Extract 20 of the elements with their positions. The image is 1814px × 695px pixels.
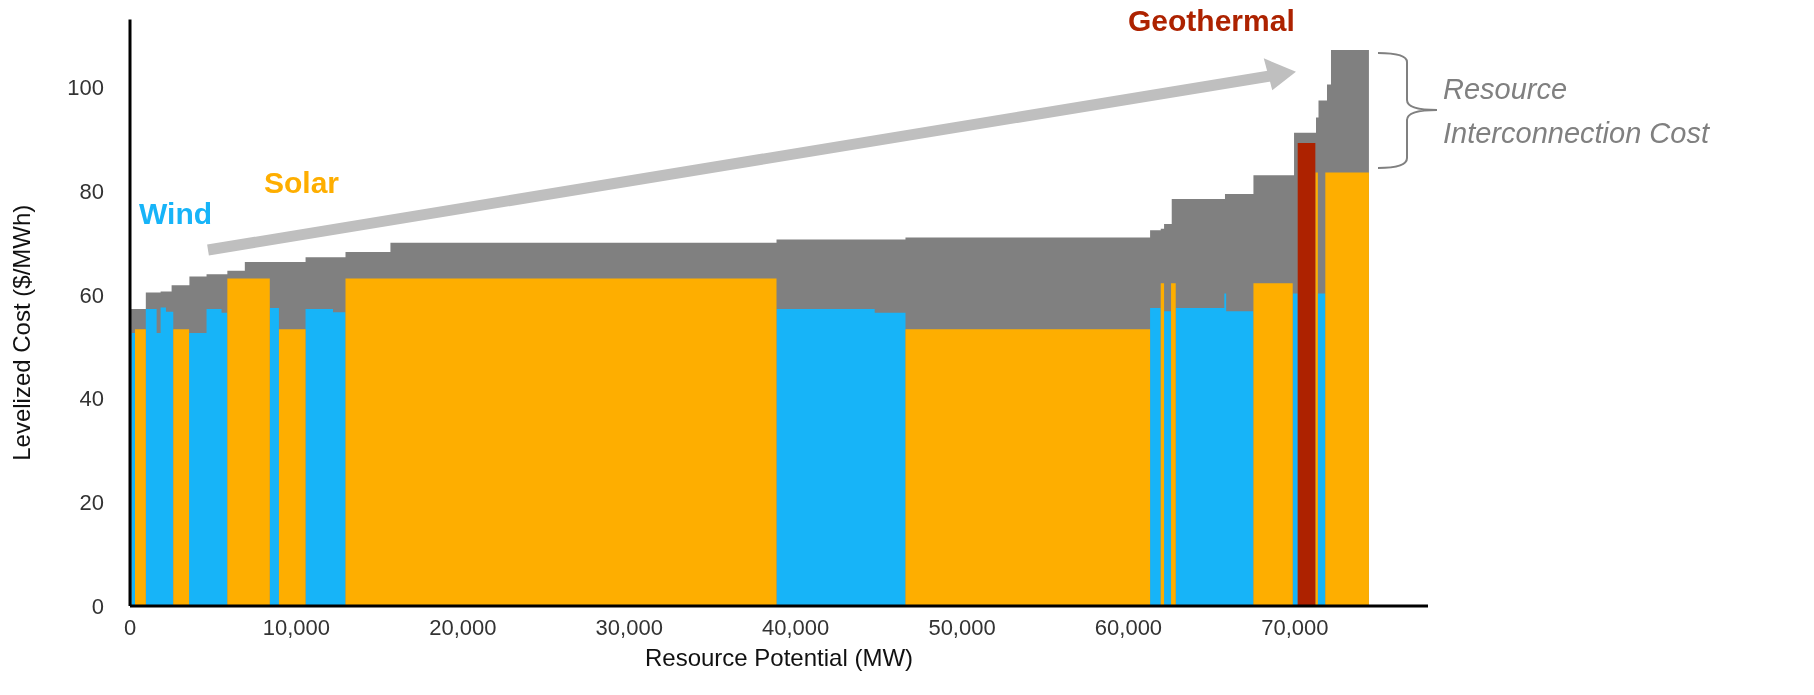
- x-tick-label: 40,000: [761, 615, 830, 640]
- x-tick-label: 30,000: [595, 615, 663, 640]
- x-tick-label: 20,000: [429, 615, 497, 640]
- y-tick-label: 0: [91, 594, 104, 619]
- x-axis-title: Resource Potential (MW): [644, 644, 914, 671]
- text: Geothermal: [1128, 4, 1295, 37]
- x-tick-label: 50,000: [928, 615, 996, 640]
- x-tick-label: 0: [123, 615, 137, 640]
- x-tick-label: 70,000: [1261, 615, 1329, 640]
- y-tick-label: 80: [79, 178, 104, 204]
- y-axis-title: Levelized Cost ($/MWh): [8, 204, 35, 461]
- text: Resource Interconnection Cost: [1443, 73, 1711, 149]
- y-tick-label: 100: [67, 74, 104, 100]
- x-tick-label: 60,000: [1094, 615, 1163, 640]
- y-tick-label: 20: [79, 490, 104, 516]
- y-tick-label: 60: [79, 282, 104, 308]
- x-tick-label: 10,000: [262, 615, 331, 640]
- y-tick-label: 40: [79, 386, 104, 412]
- text: Wind: [139, 197, 213, 230]
- text: Solar: [264, 166, 340, 199]
